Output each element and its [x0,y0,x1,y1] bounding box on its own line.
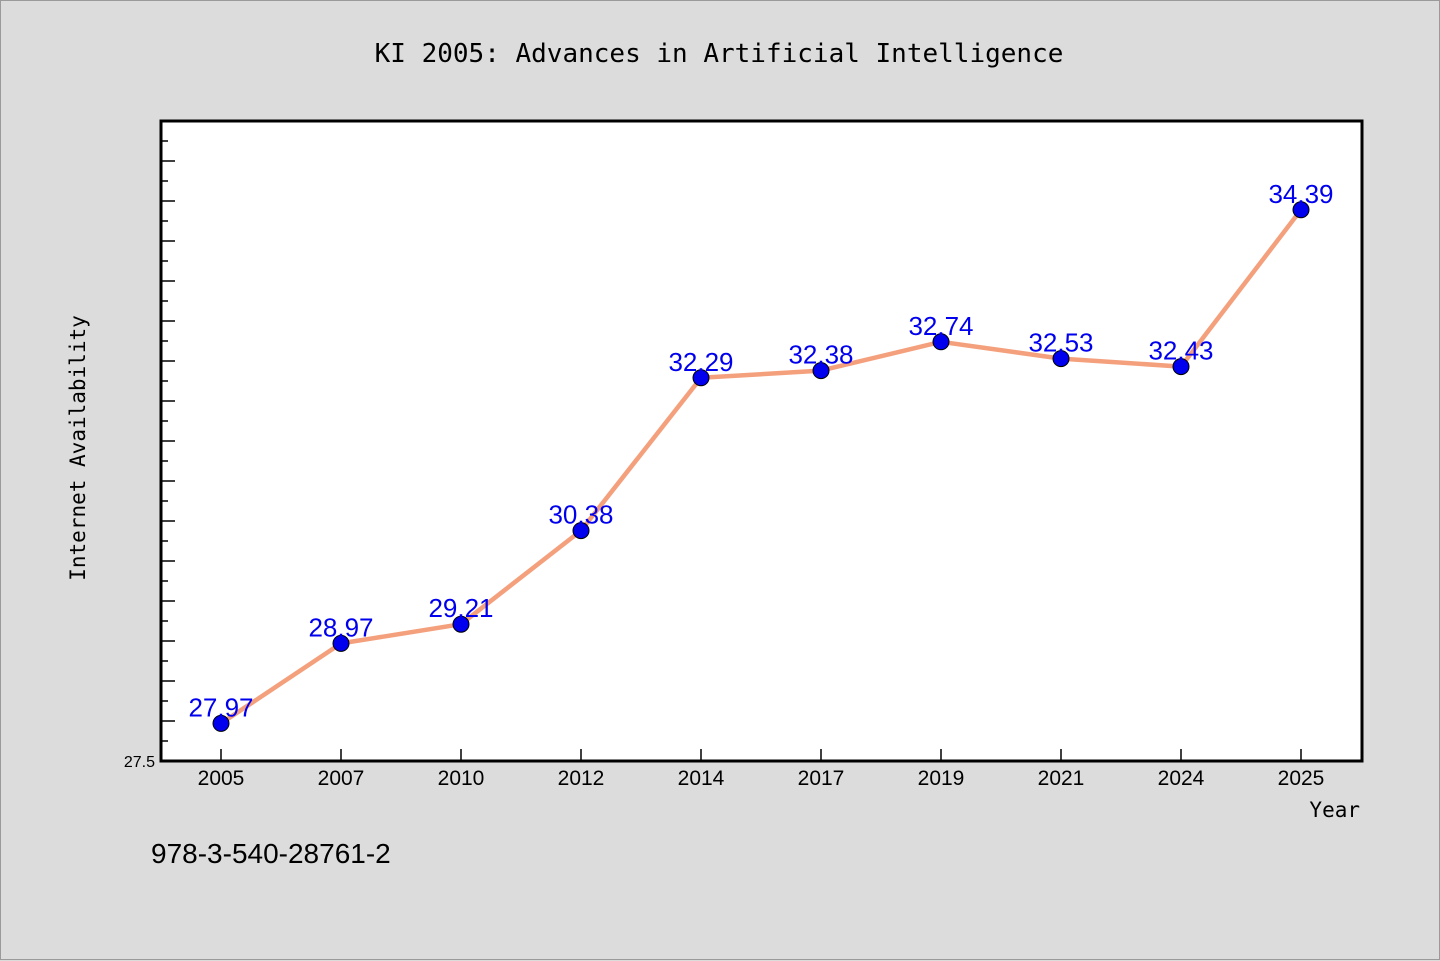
x-axis-ticks: 2005 2007 2010 2012 2014 2017 2019 2021 2024 2025 [198,749,1325,790]
x-tick-label: 2021 [1038,767,1085,790]
data-point [812,362,830,380]
data-point [572,522,590,540]
data-point [332,634,350,652]
data-point [932,333,950,351]
x-axis-label: Year [1309,798,1360,822]
data-label: 32.74 [908,311,973,341]
data-point [1172,358,1190,376]
data-point [692,369,710,387]
isbn-footer: 978-3-540-28761-2 [151,838,391,869]
data-label: 28.97 [308,612,373,642]
plot-area [159,119,1364,763]
x-tick-label: 2010 [438,767,485,790]
data-point [1292,201,1310,219]
data-label: 32.53 [1028,328,1093,358]
x-tick-label: 2007 [318,767,365,790]
x-tick-label: 2017 [798,767,845,790]
y-tick-label: 27.5 [124,754,155,771]
y-axis-ticks: 27.5 [124,120,175,771]
x-tick-label: 2019 [918,767,965,790]
data-label: 32.43 [1148,336,1213,366]
data-point [1052,350,1070,368]
chart-title: KI 2005: Advances in Artificial Intellig… [375,39,1064,69]
series-line [218,207,1304,726]
x-tick-label: 2025 [1278,767,1325,790]
data-label: 30.38 [548,500,613,530]
x-tick-label: 2012 [558,767,605,790]
data-label: 32.29 [668,347,733,377]
x-tick-label: 2005 [198,767,245,790]
x-tick-label: 2024 [1158,767,1205,790]
data-label: 32.38 [788,340,853,370]
data-label: 29.21 [428,593,493,623]
series-group: 27.97 28.97 29.21 30.38 32.29 32.38 32.74 32.53… [188,179,1334,732]
data-point [212,714,230,732]
data-label: 34.39 [1268,179,1333,209]
data-label: 27.97 [188,692,253,722]
y-axis-label: Internet Availability [66,315,90,581]
data-point [452,615,470,633]
x-tick-label: 2014 [678,767,725,790]
